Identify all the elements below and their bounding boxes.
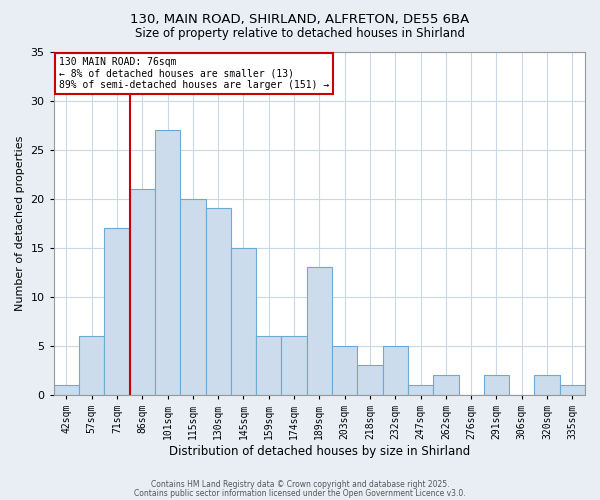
Text: 130, MAIN ROAD, SHIRLAND, ALFRETON, DE55 6BA: 130, MAIN ROAD, SHIRLAND, ALFRETON, DE55… — [130, 12, 470, 26]
Bar — [560, 385, 585, 394]
Bar — [433, 375, 458, 394]
Text: Size of property relative to detached houses in Shirland: Size of property relative to detached ho… — [135, 28, 465, 40]
Text: 130 MAIN ROAD: 76sqm
← 8% of detached houses are smaller (13)
89% of semi-detach: 130 MAIN ROAD: 76sqm ← 8% of detached ho… — [59, 57, 329, 90]
Bar — [256, 336, 281, 394]
Bar — [54, 385, 79, 394]
X-axis label: Distribution of detached houses by size in Shirland: Distribution of detached houses by size … — [169, 444, 470, 458]
Bar — [484, 375, 509, 394]
Bar — [307, 267, 332, 394]
Bar — [535, 375, 560, 394]
Bar — [180, 198, 206, 394]
Bar — [231, 248, 256, 394]
Text: Contains public sector information licensed under the Open Government Licence v3: Contains public sector information licen… — [134, 488, 466, 498]
Bar — [383, 346, 408, 395]
Bar — [358, 366, 383, 394]
Y-axis label: Number of detached properties: Number of detached properties — [15, 136, 25, 311]
Bar — [408, 385, 433, 394]
Bar — [130, 189, 155, 394]
Bar — [155, 130, 180, 394]
Bar — [281, 336, 307, 394]
Text: Contains HM Land Registry data © Crown copyright and database right 2025.: Contains HM Land Registry data © Crown c… — [151, 480, 449, 489]
Bar — [206, 208, 231, 394]
Bar — [104, 228, 130, 394]
Bar — [79, 336, 104, 394]
Bar — [332, 346, 358, 395]
